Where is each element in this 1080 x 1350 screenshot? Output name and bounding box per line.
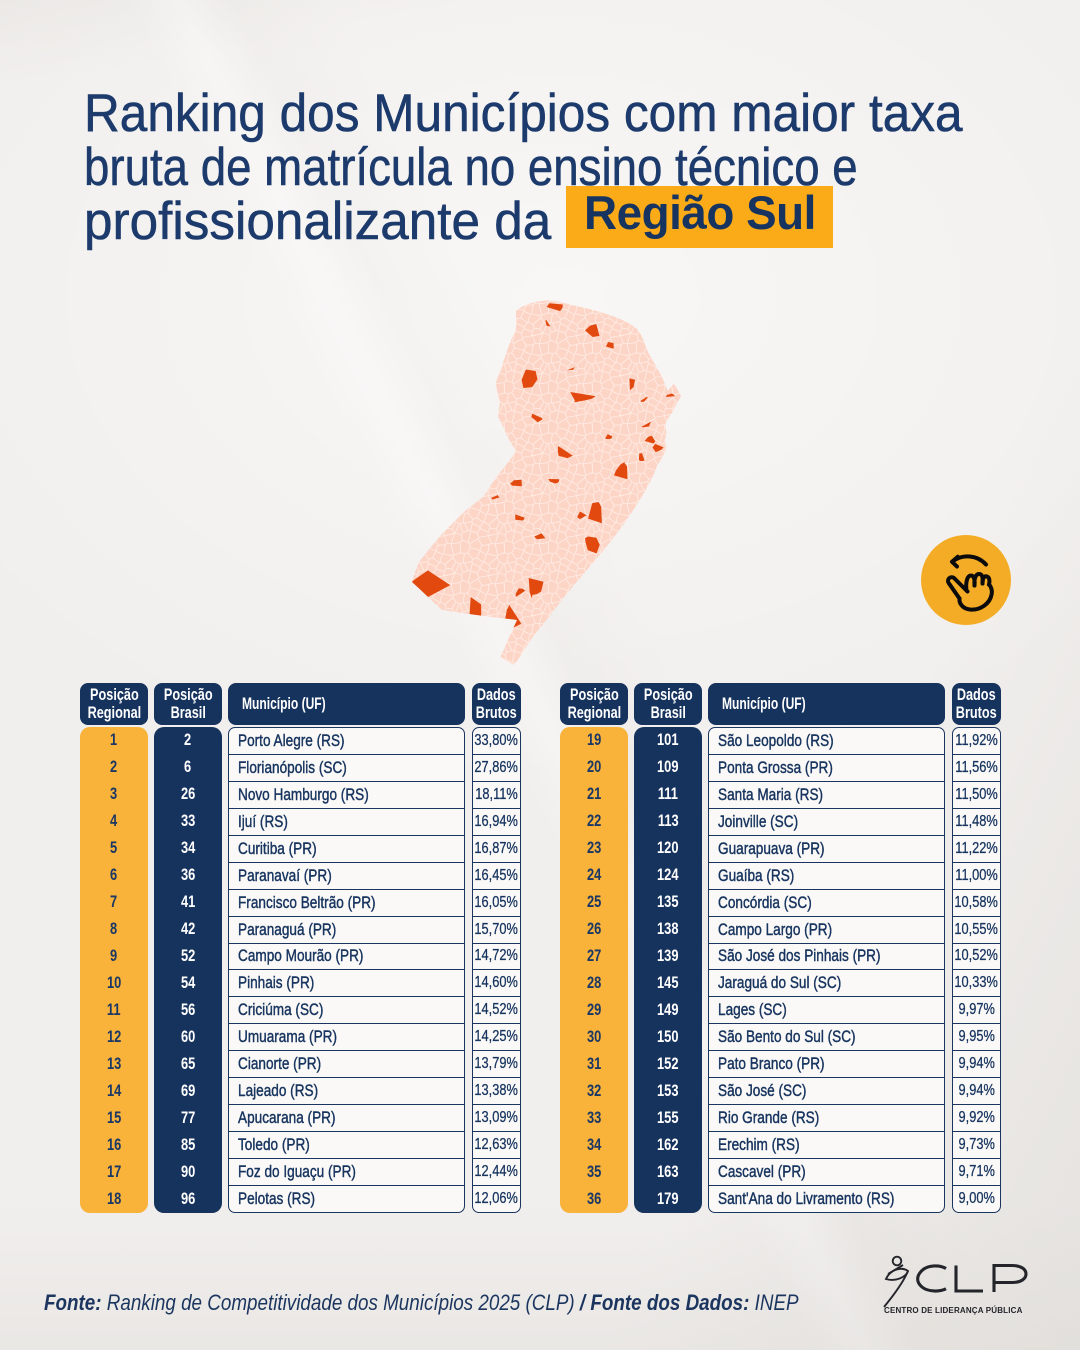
svg-text:CENTRO DE LIDERANÇA PÚBLICA: CENTRO DE LIDERANÇA PÚBLICA (884, 1306, 1023, 1315)
